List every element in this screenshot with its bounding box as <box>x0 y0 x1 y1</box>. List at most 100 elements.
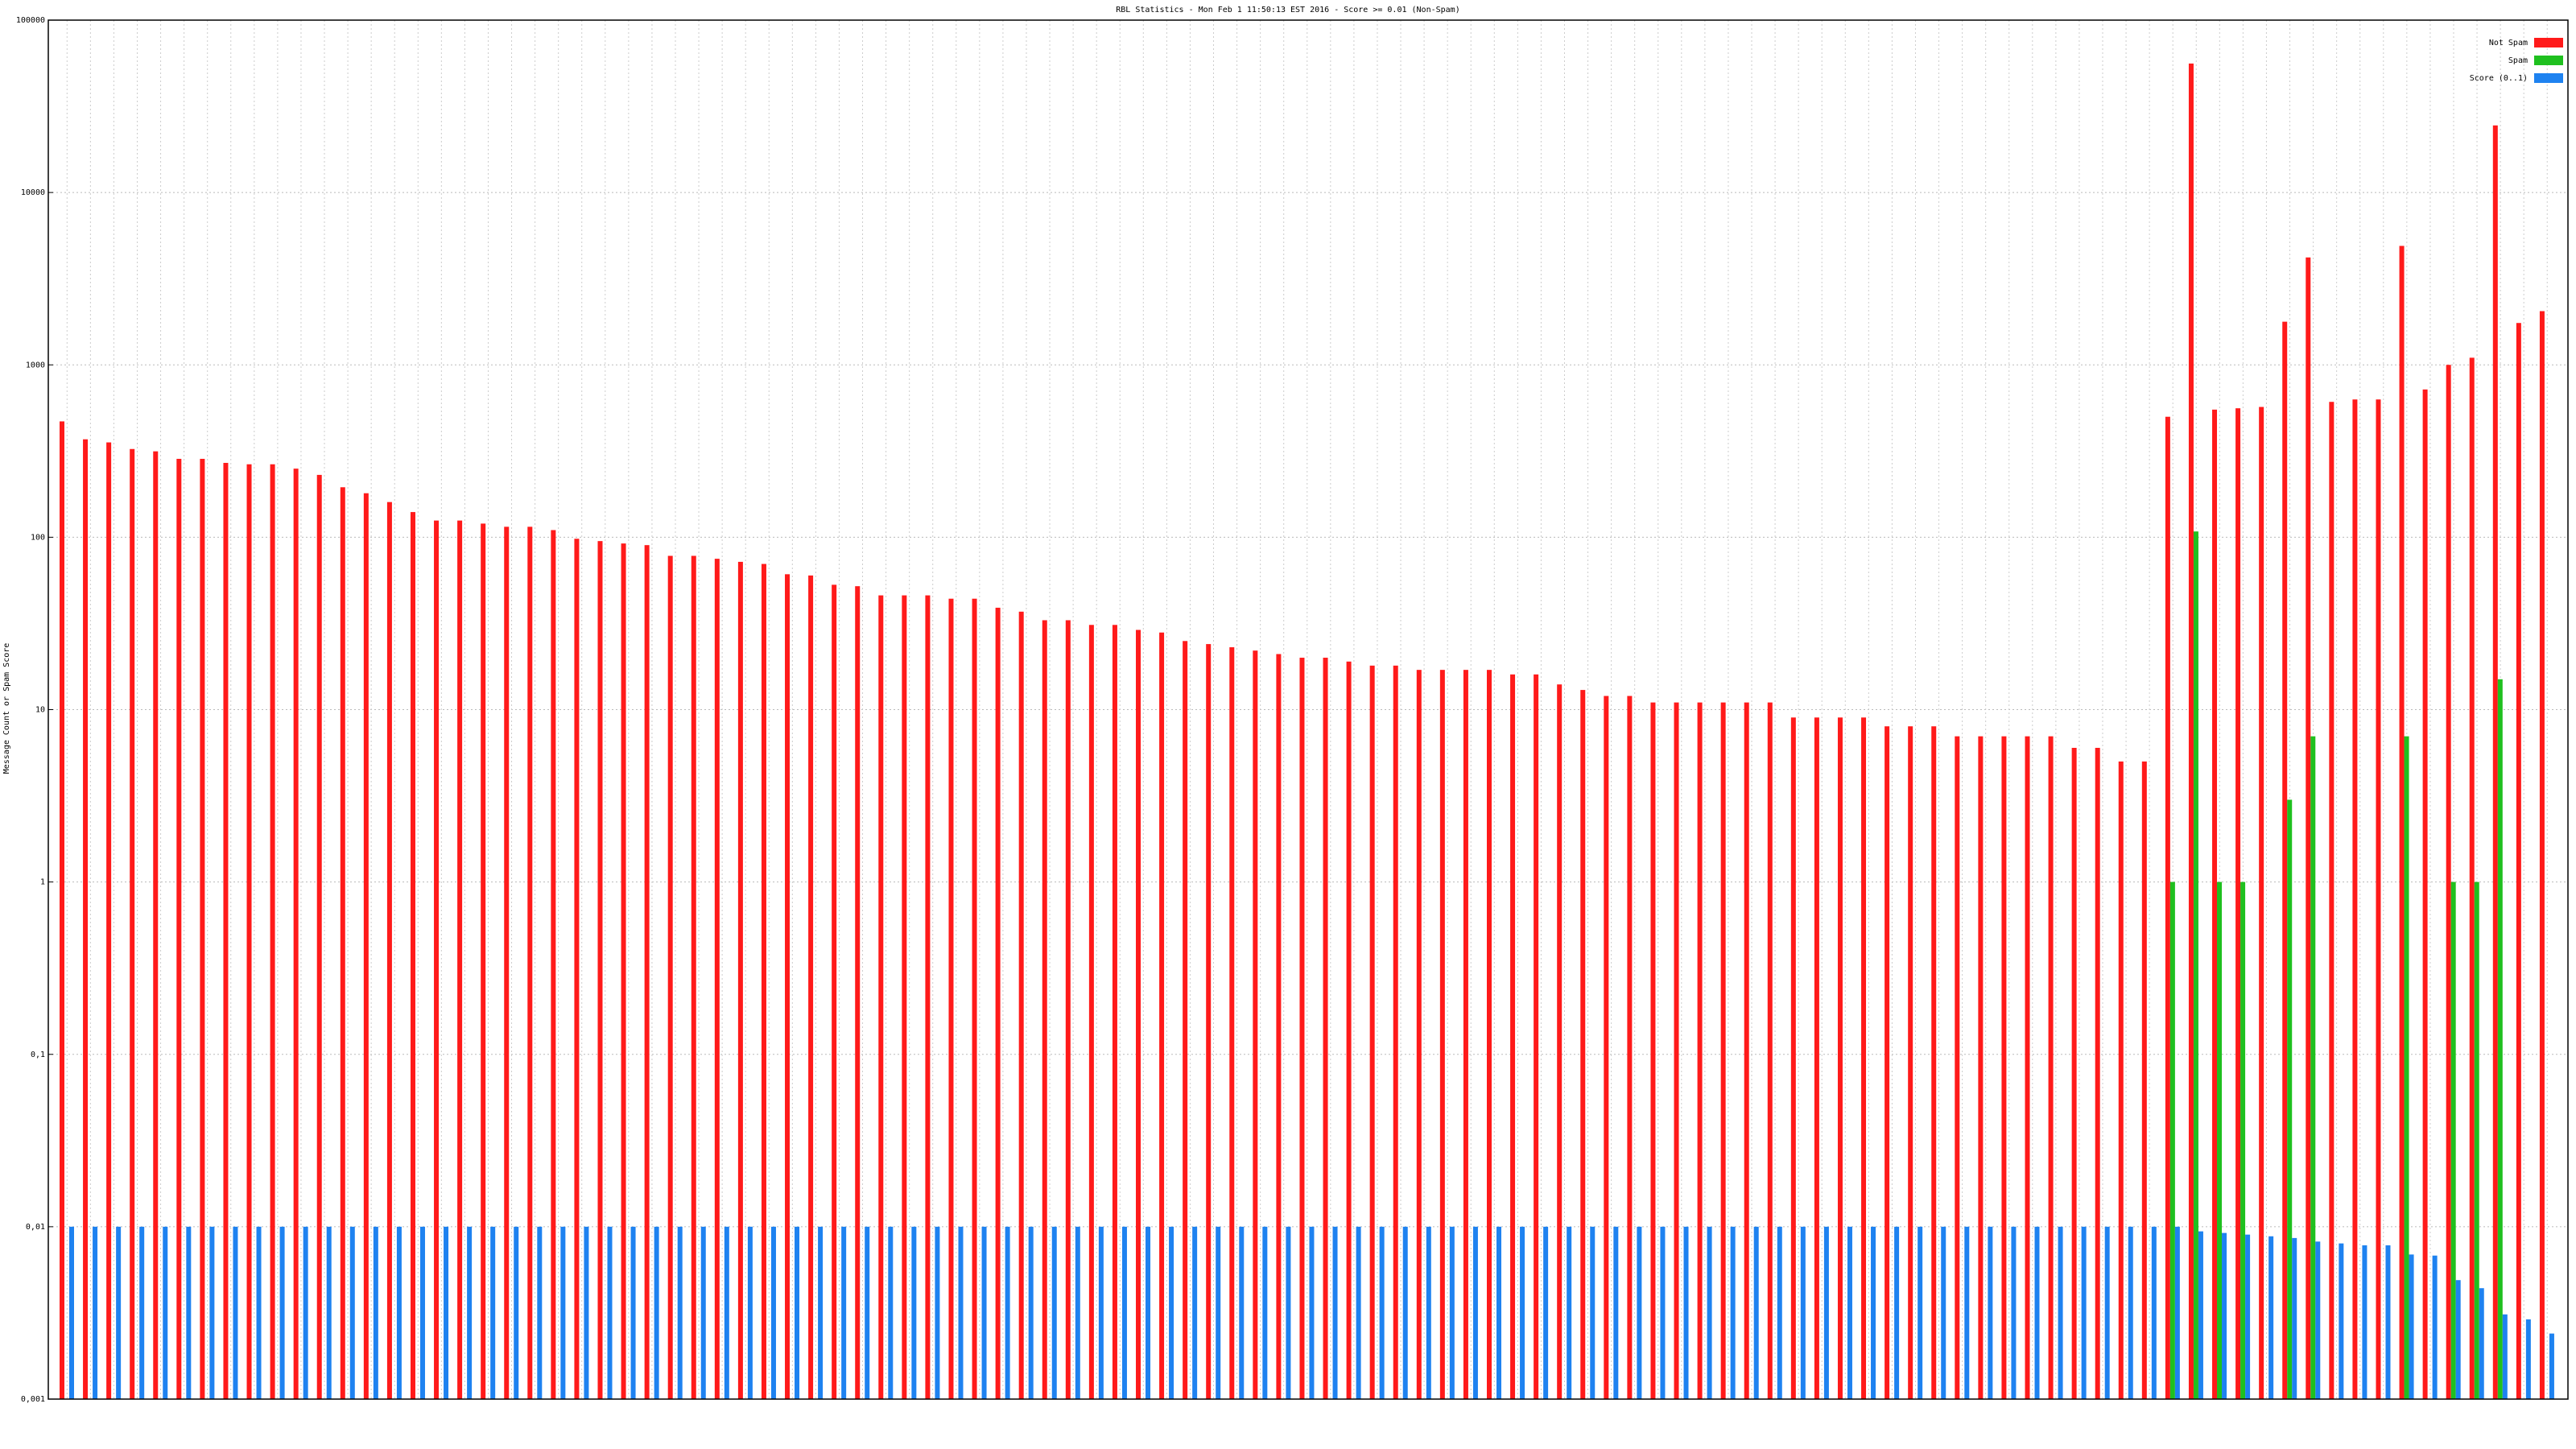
bar <box>279 1226 285 1399</box>
bar <box>2095 748 2100 1399</box>
bar <box>209 1226 215 1399</box>
bar <box>1894 1226 1900 1399</box>
bar <box>467 1226 473 1399</box>
bar <box>2306 257 2311 1399</box>
bar <box>1637 1226 1642 1399</box>
bar <box>2193 531 2198 1399</box>
bar <box>1262 1226 1268 1399</box>
bar <box>714 559 720 1400</box>
bar <box>1112 625 1117 1399</box>
bar <box>153 451 159 1399</box>
bar <box>2081 1226 2087 1399</box>
bar <box>2376 399 2381 1400</box>
bar <box>2539 311 2545 1399</box>
bar <box>2497 679 2503 1399</box>
bar <box>527 526 533 1399</box>
y-tick-label: 0,01 <box>26 1223 45 1232</box>
bar <box>2516 323 2521 1399</box>
bar <box>1753 1226 1759 1399</box>
bar <box>223 463 229 1399</box>
bar <box>2446 365 2451 1399</box>
bar <box>560 1226 566 1399</box>
bar <box>948 598 954 1399</box>
bar <box>1730 1226 1736 1399</box>
bar <box>246 464 252 1399</box>
bar <box>2217 881 2223 1399</box>
bar <box>1814 717 1819 1399</box>
bar <box>1674 702 1679 1399</box>
bar <box>2339 1243 2344 1399</box>
bar <box>2001 736 2007 1399</box>
y-tick-label: 10000 <box>21 188 45 197</box>
bar <box>303 1226 308 1399</box>
bar <box>83 439 89 1400</box>
bar <box>69 1226 74 1399</box>
bar <box>2141 761 2147 1399</box>
bar <box>1964 1226 1970 1399</box>
bar <box>1557 684 1563 1399</box>
legend-swatch <box>2534 56 2563 65</box>
bar <box>1042 620 1047 1399</box>
bar <box>1627 696 1633 1399</box>
bar <box>677 1226 683 1399</box>
bar <box>2287 799 2293 1399</box>
bar <box>747 1226 753 1399</box>
bar <box>2549 1333 2554 1399</box>
bar <box>1720 702 1726 1399</box>
bar <box>1613 1226 1619 1399</box>
y-axis-label: Message Count or Spam Score <box>2 643 11 774</box>
bar <box>1276 654 1282 1399</box>
bar <box>1379 1226 1385 1399</box>
bar <box>981 1226 987 1399</box>
bar <box>2474 881 2479 1399</box>
bar <box>1098 1226 1104 1399</box>
bar <box>116 1226 122 1399</box>
bar <box>1871 1226 1876 1399</box>
bar <box>1192 1226 1198 1399</box>
bar <box>1439 670 1445 1399</box>
bar <box>1837 717 1843 1399</box>
bar <box>2404 736 2409 1399</box>
bar <box>621 543 626 1399</box>
bar <box>2492 125 2498 1400</box>
bar <box>935 1226 940 1399</box>
bar <box>832 584 837 1399</box>
bar <box>2329 402 2334 1399</box>
bar <box>1567 1226 1572 1399</box>
bar <box>1988 1226 1993 1399</box>
bar <box>1065 620 1071 1399</box>
bar <box>2104 1226 2110 1399</box>
bar <box>1931 726 1937 1399</box>
bar <box>1216 1226 1221 1399</box>
chart-title: RBL Statistics - Mon Feb 1 11:50:13 EST … <box>1116 6 1459 14</box>
bar <box>1534 674 1539 1399</box>
bar <box>1520 1226 1525 1399</box>
legend-label: Not Spam <box>2489 39 2528 47</box>
bar <box>1286 1226 1291 1399</box>
bar <box>363 493 369 1399</box>
bar <box>2165 416 2170 1400</box>
bar <box>2502 1314 2508 1399</box>
bar <box>2034 1226 2040 1399</box>
bar <box>911 1226 917 1399</box>
bar <box>1309 1226 1315 1399</box>
bar <box>2025 736 2030 1399</box>
bar <box>1159 632 1165 1399</box>
bar <box>2212 409 2218 1399</box>
bar <box>186 1226 192 1399</box>
bar <box>1229 647 1235 1399</box>
bar <box>2058 1226 2063 1399</box>
bar <box>1183 641 1188 1399</box>
bar <box>691 555 696 1399</box>
bar <box>878 595 884 1399</box>
bar <box>654 1226 659 1399</box>
bar <box>2169 881 2175 1399</box>
bar <box>607 1226 613 1399</box>
bar <box>1777 1226 1782 1399</box>
bar <box>410 512 415 1399</box>
y-tick-label: 10 <box>35 706 45 715</box>
bar <box>1486 670 1492 1399</box>
bar <box>316 474 322 1399</box>
